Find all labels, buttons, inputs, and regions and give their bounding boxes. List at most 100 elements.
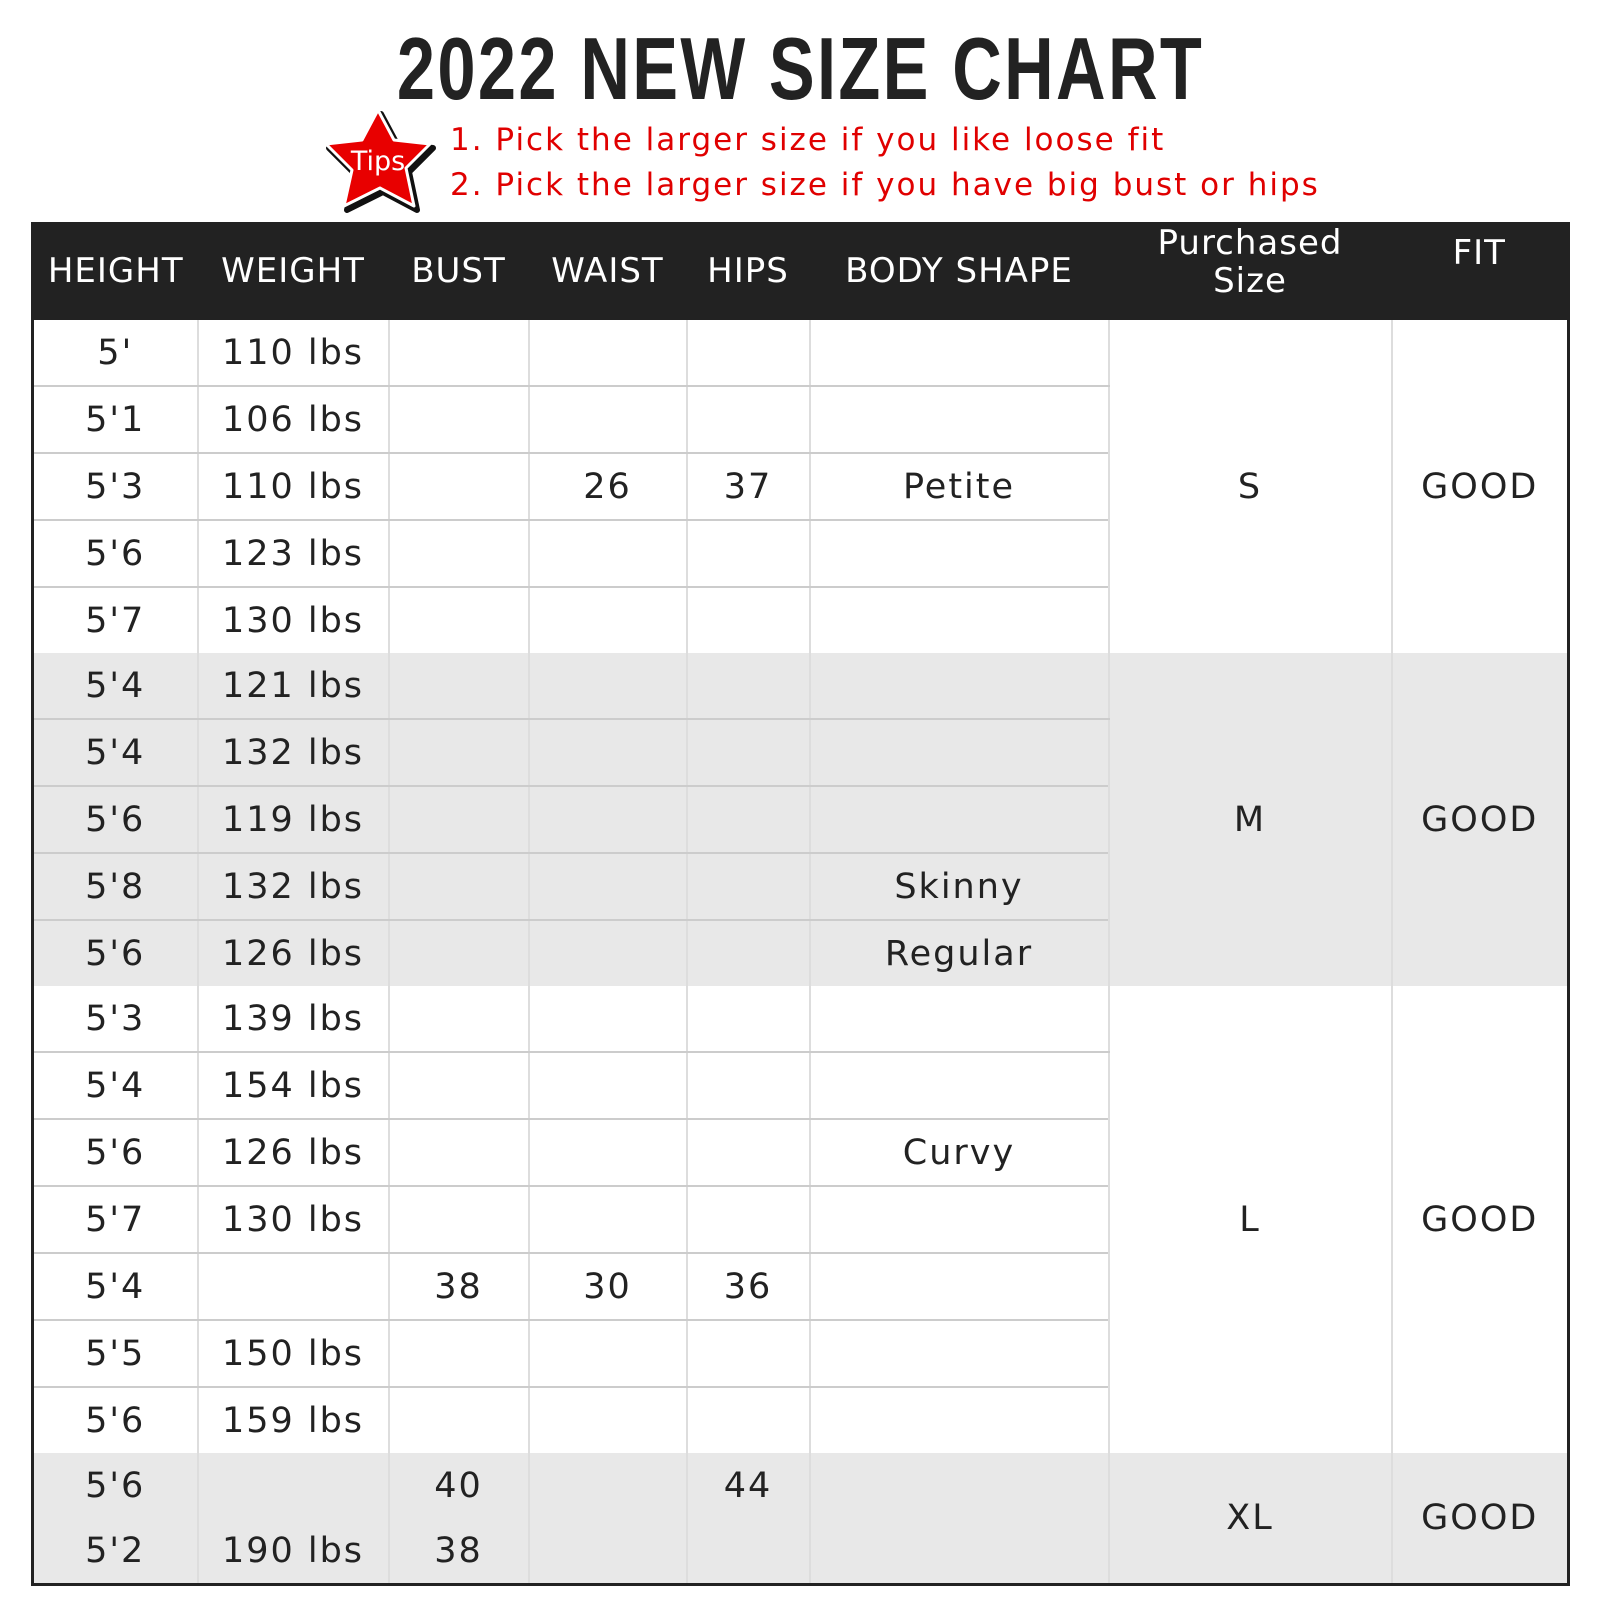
table-cell: 38 bbox=[387, 1253, 529, 1321]
table-cell bbox=[387, 719, 529, 787]
table-cell bbox=[527, 1387, 687, 1453]
table-cell: Curvy bbox=[808, 1119, 1109, 1187]
table-cell bbox=[527, 653, 687, 720]
table-cell bbox=[808, 320, 1109, 387]
table-cell bbox=[685, 986, 810, 1053]
table-cell bbox=[685, 1320, 810, 1388]
purchased-size-cell: M bbox=[1107, 653, 1392, 986]
table-cell bbox=[685, 1387, 810, 1453]
table-cell: 5'6 bbox=[32, 1119, 198, 1187]
table-cell: 154 lbs bbox=[196, 1052, 389, 1120]
table-cell: 5' bbox=[32, 320, 198, 387]
table-cell bbox=[387, 653, 529, 720]
table-cell bbox=[527, 320, 687, 387]
table-row: 5'7 130 lbs bbox=[33, 587, 1569, 653]
table-cell: 121 lbs bbox=[196, 653, 389, 720]
column-header: HIPS bbox=[686, 222, 810, 320]
table-cell bbox=[387, 1387, 529, 1453]
table-row: 5'5 150 lbs bbox=[32, 1320, 1569, 1388]
table-cell: 5'4 bbox=[32, 719, 198, 787]
tips-badge-label: Tips bbox=[350, 146, 405, 177]
size-chart-table: HEIGHT WEIGHT BUST WAIST HIPS BODY SHAPE Purch… bbox=[31, 222, 1570, 1586]
table-cell bbox=[685, 1518, 810, 1585]
table-cell: 123 lbs bbox=[196, 520, 389, 588]
table-cell: 132 lbs bbox=[196, 853, 389, 921]
table-cell: 5'1 bbox=[32, 386, 198, 454]
table-cell: 119 lbs bbox=[196, 786, 389, 854]
table-cell bbox=[808, 587, 1109, 653]
table-cell bbox=[808, 1186, 1109, 1254]
table-cell bbox=[808, 653, 1109, 720]
table-cell bbox=[527, 1453, 687, 1518]
table-cell: 5'7 bbox=[32, 1186, 198, 1254]
table-cell bbox=[808, 719, 1109, 787]
table-cell bbox=[387, 1119, 529, 1187]
purchased-size-cell: L bbox=[1107, 986, 1392, 1453]
table-cell: 30 bbox=[527, 1253, 687, 1321]
table-row: 5'6 40 44 XL GOOD bbox=[32, 1453, 1569, 1585]
table-cell bbox=[808, 1320, 1109, 1388]
table-cell: 5'6 bbox=[32, 920, 198, 986]
table-row: 5'6 123 lbs bbox=[32, 520, 1569, 588]
table-cell bbox=[527, 1320, 687, 1388]
table-row: 5'8 132 lbs Skinny bbox=[32, 853, 1569, 921]
table-row: 5'4 121 lbs M GOOD bbox=[32, 653, 1569, 986]
table-cell bbox=[527, 853, 687, 921]
table-cell bbox=[685, 786, 810, 854]
table-cell: 5'3 bbox=[32, 986, 198, 1053]
table-cell bbox=[387, 786, 529, 854]
table-row: 5'7 130 lbs bbox=[32, 1186, 1569, 1254]
table-cell bbox=[387, 920, 529, 986]
table-cell: 5'6 bbox=[85, 1400, 146, 1441]
title-text: 2022 NEW SIZE CHART bbox=[396, 19, 1204, 118]
table-cell bbox=[808, 1052, 1109, 1120]
table-row: 5'6 159 lbs bbox=[33, 1387, 1569, 1453]
table-cell: 26 bbox=[527, 453, 687, 521]
column-header: HEIGHT bbox=[32, 222, 198, 320]
table-cell bbox=[527, 1186, 687, 1254]
table-cell: 37 bbox=[685, 453, 810, 521]
table-cell bbox=[387, 587, 529, 653]
column-header: FIT bbox=[1391, 222, 1569, 320]
table-row: 5' 110 lbs S GOOD bbox=[32, 320, 1569, 653]
table-cell bbox=[685, 1119, 810, 1187]
table-cell: Petite bbox=[808, 453, 1109, 521]
table-cell: 150 lbs bbox=[196, 1320, 389, 1388]
table-cell: 36 bbox=[685, 1253, 810, 1321]
tip-2: 2. Pick the larger size if you have big … bbox=[450, 167, 1320, 203]
table-cell bbox=[685, 386, 810, 454]
table-cell bbox=[808, 386, 1109, 454]
table-cell bbox=[808, 1253, 1109, 1321]
table-cell: 44 bbox=[685, 1453, 810, 1518]
table-row: 5'6 126 lbs Curvy bbox=[32, 1119, 1569, 1187]
column-header: Purchased Size bbox=[1108, 222, 1392, 320]
table-row: 5'4 154 lbs bbox=[32, 1052, 1569, 1120]
table-cell bbox=[808, 1387, 1109, 1453]
table-row: 5'3 139 lbs L GOOD bbox=[32, 986, 1569, 1453]
table-row: 5'6 119 lbs bbox=[32, 786, 1569, 854]
table-cell: Regular bbox=[808, 920, 1109, 986]
fit-cell: GOOD bbox=[1390, 653, 1569, 986]
table-cell bbox=[685, 1052, 810, 1120]
table-cell: 5'5 bbox=[32, 1320, 198, 1388]
column-header: WEIGHT bbox=[197, 222, 389, 320]
table-cell bbox=[387, 1052, 529, 1120]
table-row: 5'2 190 lbs 38 bbox=[32, 1518, 1569, 1585]
table-cell bbox=[387, 386, 529, 454]
table-cell: 5'6 bbox=[32, 1453, 198, 1518]
table-cell bbox=[527, 920, 687, 986]
table-cell: 190 lbs bbox=[196, 1518, 389, 1585]
table-cell bbox=[527, 386, 687, 454]
table-cell: 5'4 bbox=[32, 1253, 198, 1321]
table-cell bbox=[387, 320, 529, 387]
page-title: 2022 NEW SIZE CHART bbox=[0, 18, 1600, 120]
table-cell bbox=[685, 520, 810, 588]
table-cell bbox=[527, 520, 687, 588]
table-cell bbox=[527, 587, 687, 653]
purchased-size-cell: XL bbox=[1107, 1453, 1392, 1585]
table-cell bbox=[685, 653, 810, 720]
table-cell bbox=[387, 520, 529, 588]
table-cell bbox=[387, 853, 529, 921]
table-cell bbox=[387, 1186, 529, 1254]
table-cell: Skinny bbox=[808, 853, 1109, 921]
